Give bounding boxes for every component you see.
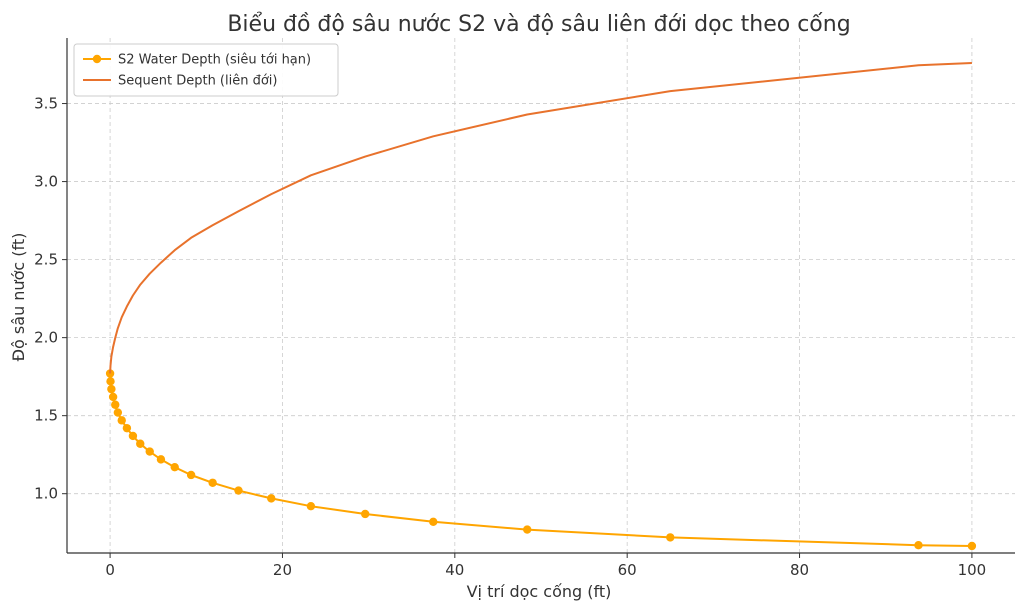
- axes: [66, 38, 1015, 554]
- y-tick-label: 3.0: [34, 173, 58, 191]
- y-tick-label: 2.0: [34, 329, 58, 347]
- series-point-1: [914, 540, 923, 550]
- series-point-1: [186, 470, 196, 480]
- series-line-2: [109, 62, 972, 374]
- ticks: 0 20 40 60 80 100 1.0 1.5 2.0 2.5 3.0 3.5: [34, 95, 986, 579]
- legend-label-2: Sequent Depth (liên đới): [118, 74, 278, 89]
- x-tick-label: 80: [790, 561, 809, 579]
- y-axis-label: Độ sâu nước (ft): [9, 233, 28, 362]
- series-point-1: [117, 416, 126, 425]
- x-tick-label: 100: [958, 561, 987, 579]
- legend-box: [73, 43, 339, 97]
- series-point-1: [113, 408, 123, 417]
- series-point-1: [136, 439, 145, 448]
- x-tick-label: 40: [445, 561, 464, 579]
- series-line-1: [109, 373, 972, 547]
- x-tick-label: 60: [618, 561, 637, 579]
- x-axis-label: Vị trí dọc cống (ft): [467, 582, 612, 601]
- series-point-1: [208, 478, 217, 487]
- y-tick-label: 1.0: [34, 485, 58, 503]
- series-point-1: [128, 431, 138, 441]
- series-point-1: [666, 533, 675, 542]
- series-point-1: [306, 501, 316, 511]
- series-point-1: [108, 392, 118, 402]
- series-point-1: [107, 384, 116, 394]
- series-point-1: [111, 400, 120, 409]
- series-point-1: [170, 462, 179, 472]
- y-tick-label: 1.5: [34, 407, 58, 425]
- series-point-1: [523, 525, 532, 534]
- legend-marker-1: [92, 54, 102, 64]
- y-tick-label: 2.5: [34, 251, 58, 269]
- y-tick-label: 3.5: [34, 95, 58, 113]
- series-point-1: [122, 423, 132, 433]
- x-tick-label: 0: [105, 561, 115, 579]
- series-point-1: [234, 486, 243, 495]
- legend: S2 Water Depth (siêu tới hạn) Sequent Dep…: [73, 43, 339, 97]
- grid: [67, 38, 1015, 553]
- series-point-1: [106, 377, 115, 386]
- series-point-1: [145, 447, 154, 456]
- series-point-1: [156, 455, 166, 464]
- legend-label-1: S2 Water Depth (siêu tới hạn): [118, 53, 311, 68]
- series-point-1: [967, 541, 977, 551]
- series-point-1: [105, 369, 115, 378]
- series-point-1: [360, 509, 370, 519]
- series-point-1: [267, 494, 276, 503]
- chart-title: Biểu đồ độ sâu nước S2 và độ sâu liên đớ…: [227, 12, 850, 37]
- series-point-1: [429, 517, 438, 526]
- x-tick-label: 20: [273, 561, 292, 579]
- plot-area: [105, 62, 977, 551]
